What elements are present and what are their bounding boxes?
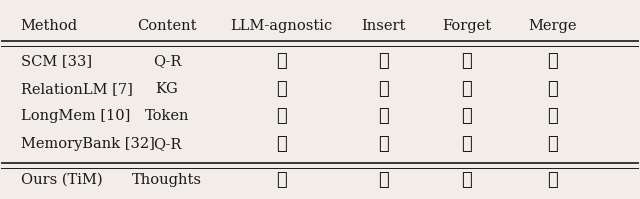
Text: ✓: ✓: [461, 135, 472, 153]
Text: MemoryBank [32]: MemoryBank [32]: [20, 137, 154, 151]
Text: ✓: ✓: [378, 80, 389, 98]
Text: RelationLM [7]: RelationLM [7]: [20, 82, 132, 96]
Text: LLM-agnostic: LLM-agnostic: [230, 19, 333, 33]
Text: Method: Method: [20, 19, 77, 33]
Text: Forget: Forget: [442, 19, 491, 33]
Text: Ours (TiM): Ours (TiM): [20, 173, 102, 187]
Text: ✗: ✗: [276, 107, 287, 125]
Text: ✗: ✗: [547, 107, 558, 125]
Text: Content: Content: [138, 19, 197, 33]
Text: ✓: ✓: [461, 171, 472, 189]
Text: ✗: ✗: [547, 135, 558, 153]
Text: ✗: ✗: [461, 52, 472, 70]
Text: Q-R: Q-R: [153, 54, 181, 68]
Text: Insert: Insert: [362, 19, 406, 33]
Text: ✗: ✗: [276, 80, 287, 98]
Text: ✓: ✓: [547, 171, 558, 189]
Text: ✓: ✓: [378, 171, 389, 189]
Text: ✗: ✗: [547, 52, 558, 70]
Text: ✓: ✓: [378, 135, 389, 153]
Text: ✗: ✗: [461, 80, 472, 98]
Text: ✓: ✓: [378, 107, 389, 125]
Text: Q-R: Q-R: [153, 137, 181, 151]
Text: ✓: ✓: [276, 135, 287, 153]
Text: Token: Token: [145, 109, 189, 123]
Text: Thoughts: Thoughts: [132, 173, 202, 187]
Text: SCM [33]: SCM [33]: [20, 54, 92, 68]
Text: ✓: ✓: [276, 171, 287, 189]
Text: ✓: ✓: [378, 52, 389, 70]
Text: ✓: ✓: [276, 52, 287, 70]
Text: ✗: ✗: [547, 80, 558, 98]
Text: ✗: ✗: [461, 107, 472, 125]
Text: Merge: Merge: [529, 19, 577, 33]
Text: KG: KG: [156, 82, 179, 96]
Text: LongMem [10]: LongMem [10]: [20, 109, 130, 123]
